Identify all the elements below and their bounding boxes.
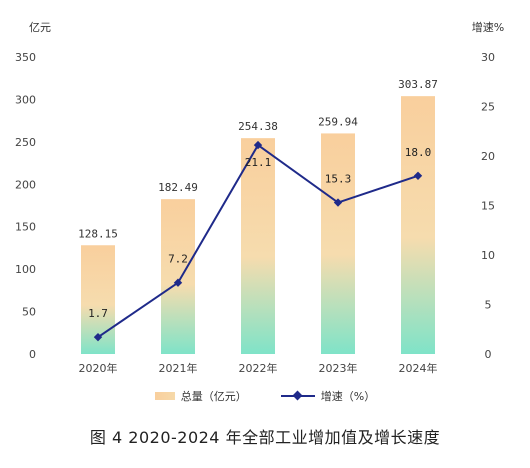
growth-point xyxy=(173,278,183,287)
right-axis-ticks: 0 5 10 15 20 25 30 xyxy=(481,51,495,361)
growth-value-label: 15.3 xyxy=(325,173,352,186)
bar xyxy=(321,133,355,354)
line-series xyxy=(93,140,423,342)
right-tick-label: 15 xyxy=(481,200,495,213)
growth-value-label: 21.1 xyxy=(245,156,272,169)
legend-swatch-bar xyxy=(154,392,175,400)
right-tick-label: 30 xyxy=(481,51,495,64)
x-axis-ticks: 2020年 2021年 2022年 2023年 2024年 xyxy=(79,361,438,375)
growth-point xyxy=(93,332,103,342)
bar-value-label: 303.87 xyxy=(398,78,438,91)
x-tick-label: 2024年 xyxy=(399,361,438,375)
line-value-labels: 1.7 7.2 21.1 15.3 18.0 xyxy=(88,146,431,320)
chart-svg: 亿元 增速% 0 50 100 150 200 250 300 350 0 5 10 15 20 25 3… xyxy=(15,20,504,375)
bar-value-label: 259.94 xyxy=(318,115,358,128)
right-axis-unit: 增速% xyxy=(472,20,504,34)
bar xyxy=(161,199,195,354)
growth-point xyxy=(413,171,423,180)
x-tick-label: 2023年 xyxy=(319,361,358,375)
bar-series xyxy=(81,96,435,355)
growth-value-label: 1.7 xyxy=(88,307,108,320)
left-axis-unit: 亿元 xyxy=(29,21,51,34)
left-tick-label: 150 xyxy=(15,221,36,234)
right-tick-label: 20 xyxy=(481,150,495,163)
right-tick-label: 5 xyxy=(485,299,492,312)
left-tick-label: 100 xyxy=(15,263,36,276)
x-tick-label: 2020年 xyxy=(79,361,118,375)
growth-value-label: 7.2 xyxy=(168,253,188,266)
x-tick-label: 2022年 xyxy=(239,361,278,375)
bar-value-labels: 128.15 182.49 254.38 259.94 303.87 xyxy=(78,78,438,240)
bar xyxy=(401,96,435,355)
legend-item-growth: 增速（%） xyxy=(280,388,376,404)
right-tick-label: 0 xyxy=(485,348,492,361)
legend-label-growth: 增速（%） xyxy=(320,390,376,403)
x-tick-label: 2021年 xyxy=(159,361,198,375)
legend-item-total: 总量（亿元） xyxy=(154,388,247,404)
left-tick-label: 300 xyxy=(15,93,36,106)
growth-point xyxy=(333,198,343,207)
left-tick-label: 250 xyxy=(15,136,36,149)
left-axis-ticks: 0 50 100 150 200 250 300 350 xyxy=(15,51,36,361)
bar-value-label: 128.15 xyxy=(78,227,118,240)
right-tick-label: 10 xyxy=(481,249,495,262)
left-tick-label: 200 xyxy=(15,178,36,191)
bar-value-label: 182.49 xyxy=(158,181,198,194)
left-tick-label: 0 xyxy=(29,348,36,361)
figure-caption: 图 4 2020-2024 年全部工业增加值及增长速度 xyxy=(89,428,441,447)
bar-value-label: 254.38 xyxy=(238,120,278,133)
growth-value-label: 18.0 xyxy=(405,146,432,159)
left-tick-label: 50 xyxy=(22,306,36,319)
left-tick-label: 350 xyxy=(15,51,36,64)
right-tick-label: 25 xyxy=(481,101,495,114)
bar xyxy=(241,138,275,354)
legend-label-total: 总量（亿元） xyxy=(180,390,247,403)
legend-swatch-line xyxy=(280,391,315,401)
growth-point xyxy=(253,140,263,150)
legend: 总量（亿元） 增速（%） xyxy=(0,387,530,405)
